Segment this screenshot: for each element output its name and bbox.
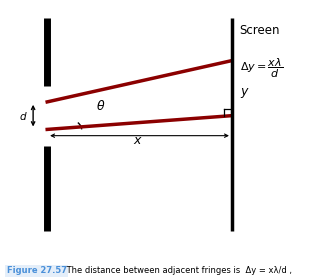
Text: Figure 27.57: Figure 27.57 — [7, 266, 67, 275]
Text: $d$: $d$ — [20, 110, 28, 122]
Text: $\theta$: $\theta$ — [96, 99, 105, 113]
Text: $y$: $y$ — [240, 86, 249, 100]
Text: $x$: $x$ — [133, 134, 143, 147]
Text: The distance between adjacent fringes is  Δy = xλ/d ,: The distance between adjacent fringes is… — [64, 266, 291, 275]
Text: Screen: Screen — [240, 24, 280, 37]
Text: $\Delta y = \dfrac{x\lambda}{d}$: $\Delta y = \dfrac{x\lambda}{d}$ — [240, 56, 283, 80]
